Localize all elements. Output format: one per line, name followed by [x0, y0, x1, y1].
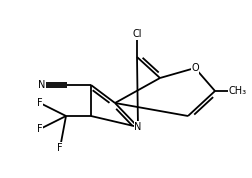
Text: F: F	[57, 143, 63, 153]
Text: N: N	[38, 80, 46, 90]
Text: F: F	[37, 124, 43, 134]
Text: Cl: Cl	[132, 29, 142, 39]
Text: N: N	[134, 122, 142, 132]
Text: F: F	[37, 98, 43, 108]
Text: CH₃: CH₃	[229, 86, 247, 96]
Text: O: O	[191, 63, 199, 73]
